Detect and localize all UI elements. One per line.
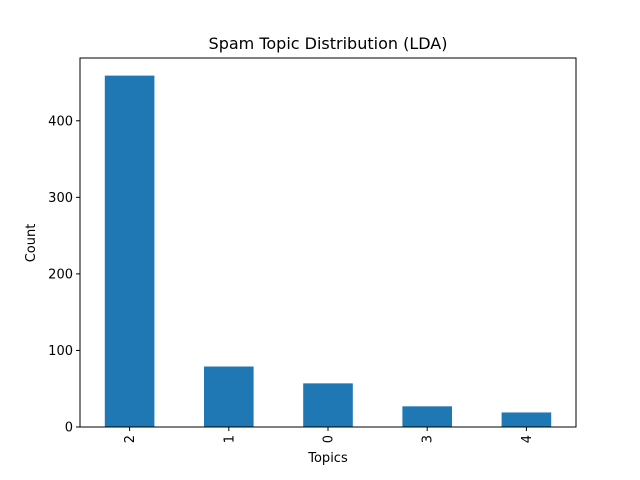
x-tick-label: 4 (520, 435, 535, 443)
y-tick-label: 400 (48, 114, 73, 129)
bar-topic-3 (402, 406, 452, 427)
y-tick-label: 100 (48, 344, 73, 359)
x-tick-label: 1 (222, 435, 237, 443)
bar-topic-0 (303, 383, 353, 427)
x-tick-label: 3 (421, 435, 436, 443)
x-tick-label: 0 (322, 435, 337, 443)
plot-area: 0 100 200 300 400 2 1 0 3 4 (48, 57, 577, 443)
bar-topic-4 (501, 412, 552, 427)
y-tick-label: 200 (48, 267, 73, 282)
x-tick-label: 2 (123, 435, 138, 443)
y-axis-title: Count (24, 224, 39, 263)
bar-topic-2 (104, 75, 155, 428)
bar-topic-1 (204, 366, 254, 427)
y-tick-label: 0 (65, 421, 73, 436)
chart-title: Spam Topic Distribution (LDA) (209, 34, 448, 53)
y-tick-label: 300 (48, 191, 73, 206)
x-axis-title: Topics (307, 451, 348, 466)
